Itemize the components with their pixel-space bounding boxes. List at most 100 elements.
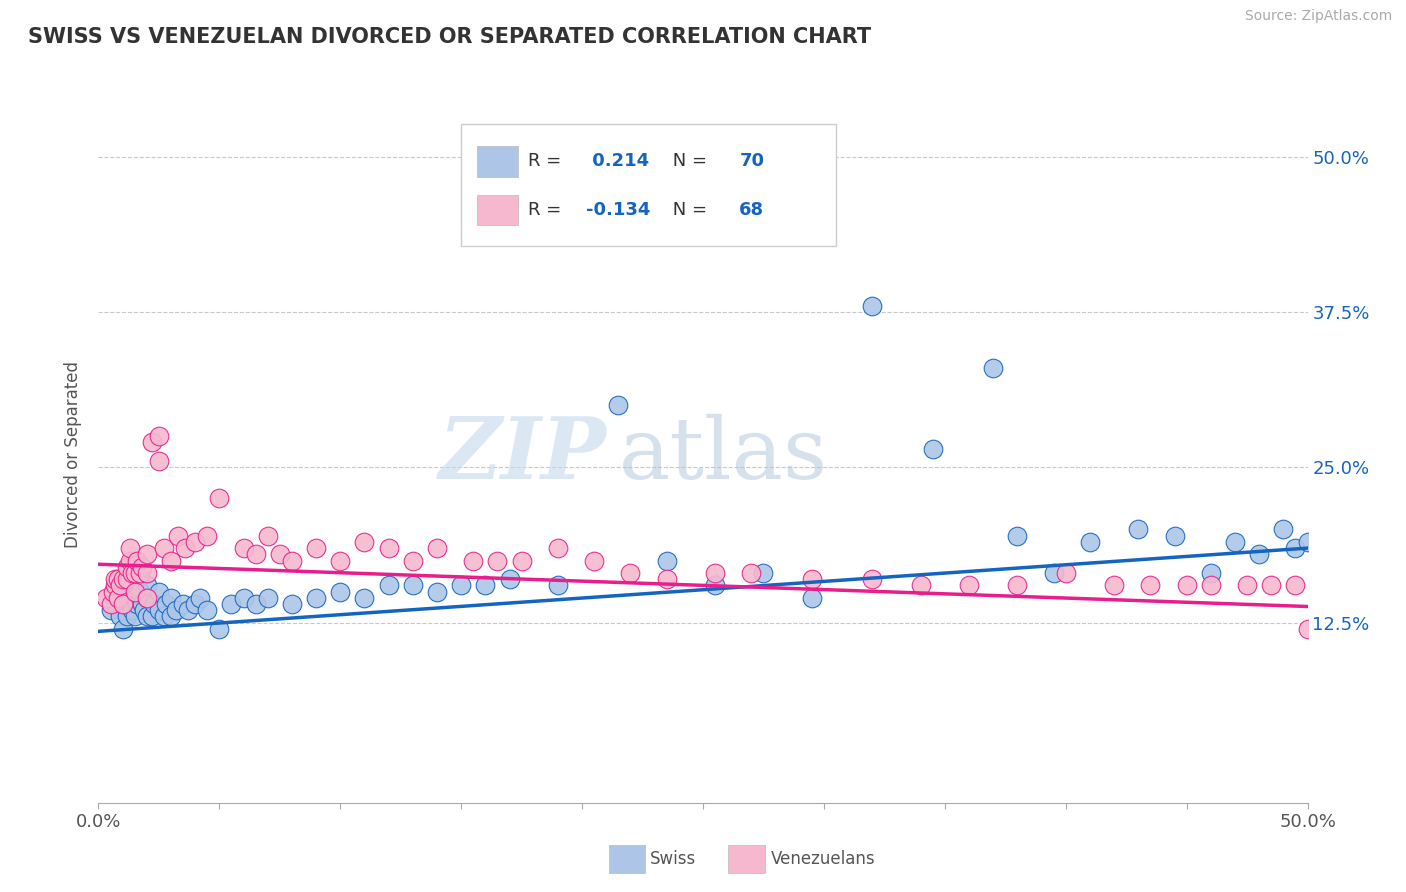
Text: 70: 70 [740, 153, 765, 170]
FancyBboxPatch shape [461, 124, 837, 246]
Point [177, 603, 200, 617]
Text: Swiss: Swiss [650, 850, 696, 868]
Point [655, 572, 678, 586]
Point [1236, 578, 1258, 592]
Point [135, 591, 157, 605]
FancyBboxPatch shape [477, 146, 517, 177]
Point [281, 597, 304, 611]
Point [957, 578, 980, 592]
Point [607, 398, 630, 412]
Point [245, 547, 267, 561]
Point [910, 578, 932, 592]
Point [232, 541, 254, 555]
Point [402, 578, 425, 592]
Point [108, 578, 131, 592]
Point [1296, 622, 1319, 636]
Point [195, 529, 218, 543]
Point [124, 609, 146, 624]
Point [135, 591, 157, 605]
Point [1199, 578, 1222, 592]
Point [981, 361, 1004, 376]
Point [1249, 547, 1271, 561]
Point [117, 572, 139, 586]
Point [128, 584, 150, 599]
Point [108, 609, 131, 624]
Point [107, 591, 129, 605]
Point [498, 572, 520, 586]
Point [124, 572, 146, 586]
Point [148, 603, 170, 617]
Text: R =: R = [527, 153, 567, 170]
Point [1296, 534, 1319, 549]
Point [704, 578, 727, 592]
Text: 68: 68 [740, 201, 765, 219]
Point [104, 597, 127, 611]
Point [547, 541, 569, 555]
Point [752, 566, 775, 580]
Point [353, 591, 375, 605]
Point [107, 572, 129, 586]
Point [128, 566, 150, 580]
Point [134, 603, 156, 617]
Point [104, 578, 127, 592]
Point [256, 591, 278, 605]
Text: Source: ZipAtlas.com: Source: ZipAtlas.com [1244, 9, 1392, 23]
Point [195, 603, 218, 617]
Point [188, 591, 211, 605]
Point [1175, 578, 1198, 592]
Point [160, 591, 183, 605]
Y-axis label: Divorced or Separated: Divorced or Separated [65, 361, 83, 549]
Point [184, 597, 207, 611]
Text: Venezuelans: Venezuelans [770, 850, 875, 868]
Point [152, 609, 174, 624]
Point [148, 584, 170, 599]
Point [704, 566, 727, 580]
Point [165, 603, 187, 617]
Point [101, 584, 124, 599]
Point [118, 584, 141, 599]
Point [208, 622, 231, 636]
Point [281, 553, 304, 567]
Point [921, 442, 943, 456]
Point [426, 584, 449, 599]
Point [184, 534, 207, 549]
Point [148, 429, 170, 443]
Point [111, 597, 134, 611]
Point [152, 541, 174, 555]
Point [1309, 653, 1331, 667]
Point [800, 591, 823, 605]
Point [167, 529, 190, 543]
Text: R =: R = [527, 201, 567, 219]
Point [104, 572, 127, 586]
Point [740, 566, 762, 580]
Point [510, 553, 533, 567]
Point [117, 609, 139, 624]
Point [1139, 578, 1161, 592]
Point [655, 553, 678, 567]
Point [377, 541, 399, 555]
Point [174, 541, 197, 555]
Point [131, 597, 153, 611]
Point [135, 566, 157, 580]
Point [329, 584, 352, 599]
Point [117, 559, 139, 574]
Text: SWISS VS VENEZUELAN DIVORCED OR SEPARATED CORRELATION CHART: SWISS VS VENEZUELAN DIVORCED OR SEPARATE… [28, 27, 872, 46]
Point [860, 299, 883, 313]
Point [1223, 534, 1246, 549]
Text: N =: N = [666, 201, 713, 219]
Point [1260, 578, 1282, 592]
Point [800, 572, 823, 586]
Text: -0.134: -0.134 [586, 201, 650, 219]
Point [124, 566, 146, 580]
Point [1199, 566, 1222, 580]
Point [100, 603, 122, 617]
Point [474, 578, 496, 592]
Text: 0.214: 0.214 [586, 153, 648, 170]
Point [583, 553, 606, 567]
Point [450, 578, 472, 592]
FancyBboxPatch shape [477, 194, 517, 226]
Point [353, 534, 375, 549]
Point [111, 597, 134, 611]
Point [1272, 523, 1295, 537]
Point [118, 541, 141, 555]
